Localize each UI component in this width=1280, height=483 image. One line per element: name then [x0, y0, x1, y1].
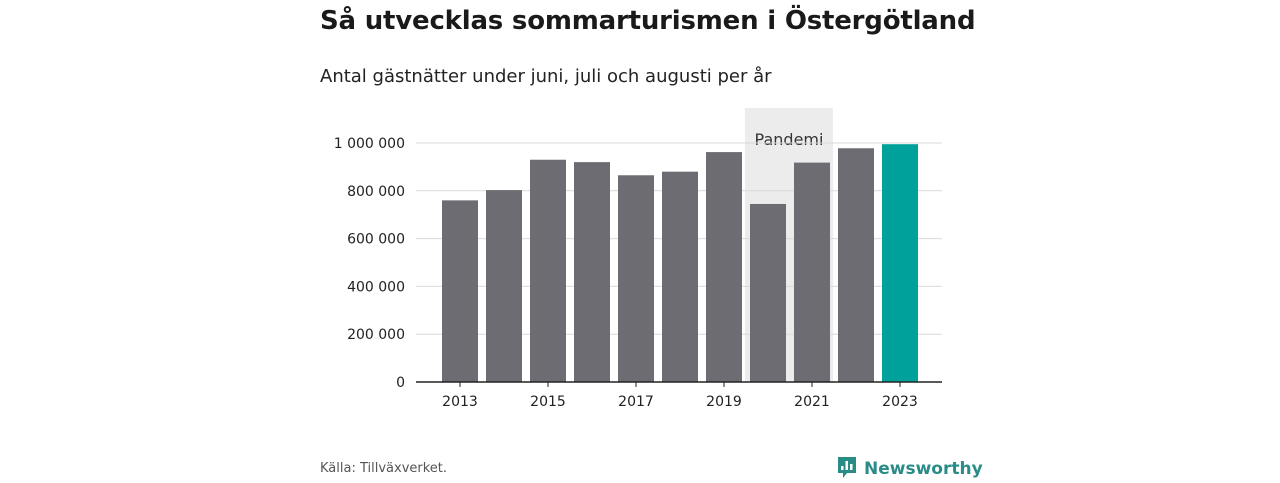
bar-2021 — [794, 162, 830, 382]
x-tick-label: 2013 — [442, 394, 478, 410]
bar-2022 — [838, 148, 874, 382]
bar-2020 — [750, 203, 786, 382]
x-tick-label: 2023 — [882, 394, 918, 410]
y-tick-label: 800 000 — [347, 184, 405, 200]
x-tick-label: 2021 — [794, 394, 830, 410]
bar-2017 — [618, 175, 654, 382]
x-tick-label: 2019 — [706, 394, 742, 410]
x-tick-label: 2015 — [530, 394, 566, 410]
bar-2014 — [486, 190, 522, 382]
bar-2013 — [442, 200, 478, 382]
chart-title: Så utvecklas sommarturismen i Östergötla… — [320, 6, 976, 36]
bar-2015 — [530, 159, 566, 382]
bar-2018 — [662, 171, 698, 382]
y-tick-label: 200 000 — [347, 327, 405, 343]
bar-2019 — [706, 152, 742, 382]
chart-subtitle: Antal gästnätter under juni, juli och au… — [320, 66, 772, 87]
y-tick-label: 0 — [396, 375, 405, 391]
pandemic-label: Pandemi — [755, 130, 824, 149]
brand-name: Newsworthy — [864, 459, 983, 479]
y-tick-label: 400 000 — [347, 279, 405, 295]
bar-2016 — [574, 162, 610, 382]
brand-logo[interactable]: Newsworthy — [836, 455, 983, 483]
x-tick-label: 2017 — [618, 394, 654, 410]
source-note: Källa: Tillväxverket. — [320, 461, 448, 476]
y-tick-label: 1 000 000 — [334, 136, 405, 152]
bar-2023 — [882, 144, 918, 382]
bar-chart: Pandemi 0 200 000 400 000 600 000 800 000 1 0… — [334, 108, 942, 410]
y-tick-label: 600 000 — [347, 232, 405, 248]
newsworthy-logo-icon — [836, 455, 858, 483]
